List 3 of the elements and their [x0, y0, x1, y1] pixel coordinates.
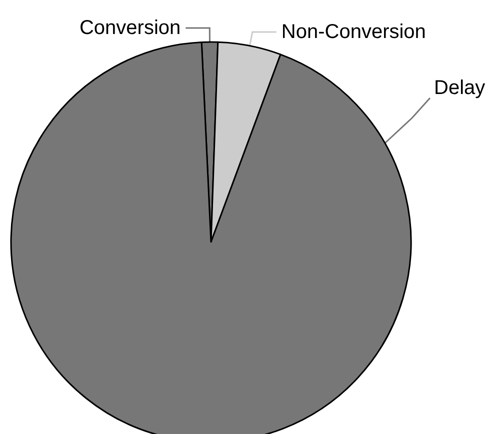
slice-label: Non-Conversion	[281, 21, 426, 44]
slice-label: Delay	[434, 77, 486, 99]
slice-label: Conversion	[79, 17, 181, 40]
